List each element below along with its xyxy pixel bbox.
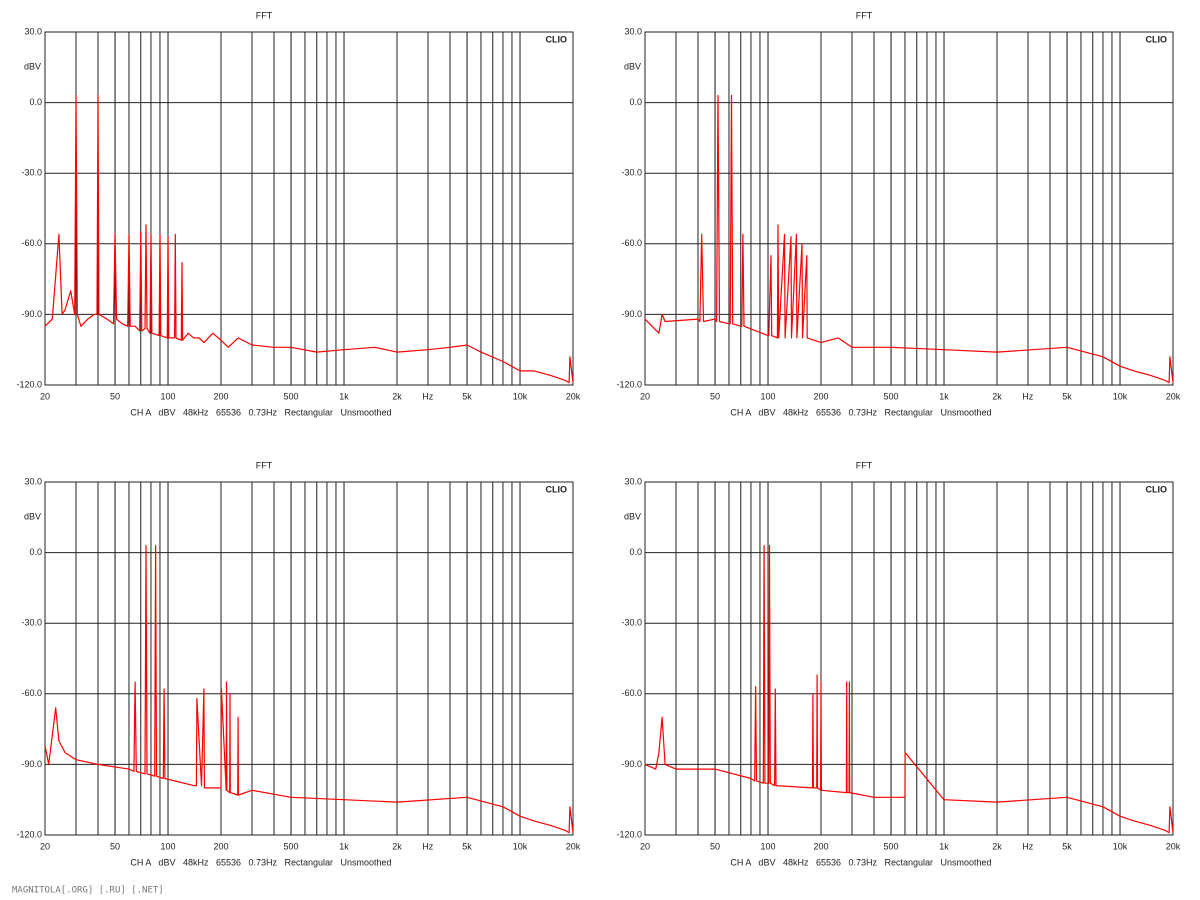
y-tick-label: -30.0 [21, 618, 42, 628]
x-tick-label: 500 [884, 841, 899, 851]
x-tick-label: 500 [884, 391, 899, 401]
spectrum-line [44, 544, 574, 834]
x-tick-label: 5k [462, 841, 472, 851]
x-tick-label: 10k [513, 841, 528, 851]
y-axis-label: dBV [624, 512, 641, 522]
spectrum-line [644, 544, 1174, 834]
x-tick-label: 1k [939, 391, 949, 401]
x-tick-label: 50 [110, 841, 120, 851]
y-tick-label: -30.0 [621, 618, 642, 628]
x-tick-label: 20k [566, 841, 581, 851]
x-tick-label: 200 [213, 391, 228, 401]
x-tick-label: 100 [761, 841, 776, 851]
y-tick-label: -60.0 [621, 688, 642, 698]
y-tick-label: -120.0 [16, 379, 42, 389]
y-tick-label: 30.0 [624, 476, 642, 486]
x-axis-label: Hz [1022, 841, 1033, 851]
x-tick-label: 5k [462, 391, 472, 401]
x-tick-label: 20 [640, 391, 650, 401]
x-tick-label: 20 [40, 391, 50, 401]
y-axis-label: dBV [24, 62, 41, 72]
y-tick-label: -90.0 [21, 309, 42, 319]
x-tick-label: 200 [813, 841, 828, 851]
x-tick-label: 100 [161, 841, 176, 851]
footer: CH A dBV 48kHz 65536 0.73Hz Rectangular … [730, 857, 991, 867]
x-tick-label: 200 [813, 391, 828, 401]
y-tick-label: -120.0 [16, 829, 42, 839]
y-tick-label: -60.0 [621, 238, 642, 248]
x-tick-label: 2k [392, 391, 402, 401]
y-tick-label: -60.0 [21, 688, 42, 698]
y-tick-label: 0.0 [629, 97, 642, 107]
chart: 20 50 100 200 500 1k 2k 5k 10k 20k 30.0 0.0 -30.0 -60… [16, 460, 580, 867]
x-tick-label: 20 [640, 841, 650, 851]
x-tick-label: 10k [513, 391, 528, 401]
footer: CH A dBV 48kHz 65536 0.73Hz Rectangular … [130, 407, 391, 417]
y-tick-label: -90.0 [621, 309, 642, 319]
x-tick-label: 10k [1113, 841, 1128, 851]
plot-area [644, 31, 1174, 386]
x-tick-label: 2k [392, 841, 402, 851]
x-axis-label: Hz [422, 841, 433, 851]
plot-area [644, 481, 1174, 836]
y-tick-label: -30.0 [621, 168, 642, 178]
y-tick-label: 0.0 [29, 547, 42, 557]
y-tick-label: -90.0 [621, 759, 642, 769]
brand: CLIO [546, 484, 568, 494]
x-tick-label: 1k [939, 841, 949, 851]
x-tick-label: 100 [161, 391, 176, 401]
y-tick-label: 0.0 [629, 547, 642, 557]
y-tick-label: -120.0 [616, 829, 642, 839]
x-tick-label: 5k [1062, 391, 1072, 401]
x-tick-label: 50 [710, 391, 720, 401]
watermark: MAGNITOLA[.ORG] [.RU] [.NET] [12, 886, 164, 896]
y-tick-label: 30.0 [624, 26, 642, 36]
spectrum-line [644, 94, 1174, 384]
plot-area [44, 31, 574, 386]
chart-title: FFT [256, 460, 273, 470]
x-tick-label: 10k [1113, 391, 1128, 401]
chart: 20 50 100 200 500 1k 2k 5k 10k 20k 30.0 0.0 -30.0 -60… [16, 10, 580, 417]
chart: 20 50 100 200 500 1k 2k 5k 10k 20k 30.0 0.0 -30.0 -60… [616, 460, 1180, 867]
x-tick-label: 200 [213, 841, 228, 851]
plot-area [44, 481, 574, 836]
y-tick-label: 0.0 [29, 97, 42, 107]
footer: CH A dBV 48kHz 65536 0.73Hz Rectangular … [730, 407, 991, 417]
chart: 20 50 100 200 500 1k 2k 5k 10k 20k 30.0 0.0 -30.0 -60… [616, 10, 1180, 417]
x-tick-label: 5k [1062, 841, 1072, 851]
x-tick-label: 20k [1166, 391, 1181, 401]
chart-title: FFT [856, 10, 873, 20]
x-tick-label: 2k [992, 841, 1002, 851]
y-tick-label: -90.0 [21, 759, 42, 769]
y-tick-label: 30.0 [24, 26, 42, 36]
chart-title: FFT [856, 460, 873, 470]
x-tick-label: 100 [761, 391, 776, 401]
y-tick-label: 30.0 [24, 476, 42, 486]
x-tick-label: 2k [992, 391, 1002, 401]
footer: CH A dBV 48kHz 65536 0.73Hz Rectangular … [130, 857, 391, 867]
chart-title: FFT [256, 10, 273, 20]
x-tick-label: 500 [284, 391, 299, 401]
x-axis-label: Hz [422, 391, 433, 401]
y-tick-label: -30.0 [21, 168, 42, 178]
brand: CLIO [1146, 34, 1168, 44]
x-tick-label: 50 [110, 391, 120, 401]
y-axis-label: dBV [624, 62, 641, 72]
y-tick-label: -60.0 [21, 238, 42, 248]
y-axis-label: dBV [24, 512, 41, 522]
x-tick-label: 20k [566, 391, 581, 401]
x-tick-label: 1k [339, 391, 349, 401]
x-tick-label: 500 [284, 841, 299, 851]
x-tick-label: 1k [339, 841, 349, 851]
y-tick-label: -120.0 [616, 379, 642, 389]
brand: CLIO [1146, 484, 1168, 494]
x-tick-label: 20k [1166, 841, 1181, 851]
x-tick-label: 50 [710, 841, 720, 851]
x-axis-label: Hz [1022, 391, 1033, 401]
x-tick-label: 20 [40, 841, 50, 851]
spectrum-line [44, 94, 574, 384]
brand: CLIO [546, 34, 568, 44]
